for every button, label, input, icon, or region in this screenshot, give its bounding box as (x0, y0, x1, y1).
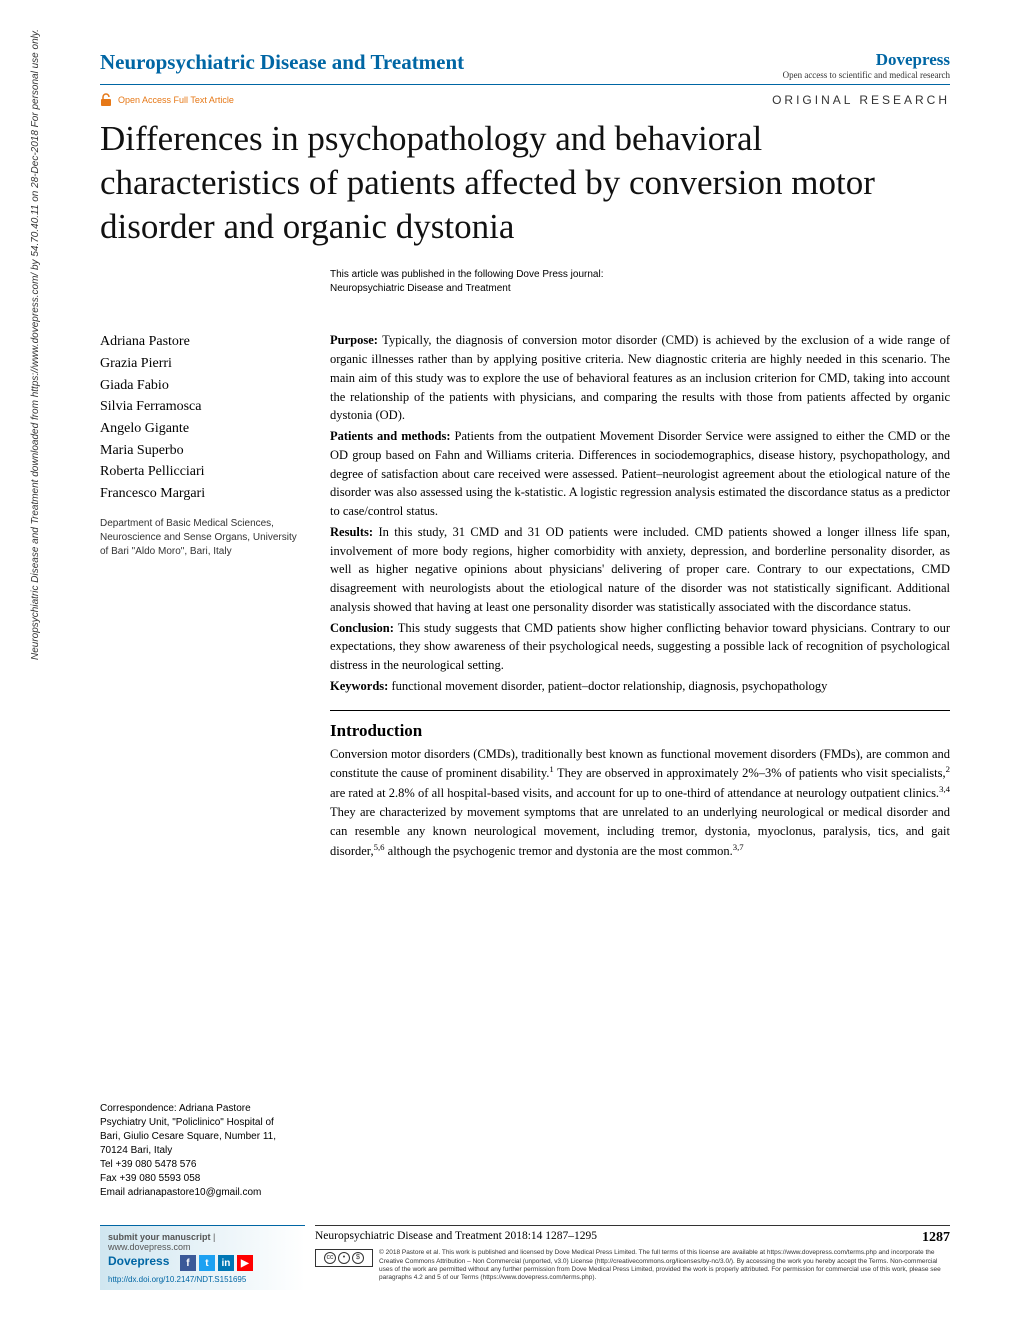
submit-panel: submit your manuscript | www.dovepress.c… (100, 1225, 305, 1290)
citation-text: Neuropsychiatric Disease and Treatment 2… (315, 1230, 597, 1246)
license-row: cc•$ © 2018 Pastore et al. This work is … (315, 1249, 950, 1282)
correspondence-line: Bari, Giulio Cesare Square, Number 11, (100, 1130, 305, 1144)
correspondence-line: Tel +39 080 5478 576 (100, 1158, 305, 1172)
correspondence-line: Email adrianapastore10@gmail.com (100, 1186, 305, 1200)
author-list: Adriana Pastore Grazia Pierri Giada Fabi… (100, 331, 305, 505)
cc-badge-icon: cc•$ (315, 1249, 373, 1267)
social-icons: f t in ▶ (180, 1255, 253, 1271)
publication-note-line1: This article was published in the follow… (330, 268, 950, 282)
open-access-label: Open Access Full Text Article (118, 95, 234, 105)
license-text: © 2018 Pastore et al. This work is publi… (379, 1249, 950, 1282)
publication-note-line2: Neuropsychiatric Disease and Treatment (330, 282, 950, 296)
brand-tagline: Open access to scientific and medical re… (783, 70, 950, 80)
open-access-badge: Open Access Full Text Article (100, 93, 234, 107)
citation-row: Neuropsychiatric Disease and Treatment 2… (315, 1230, 950, 1246)
correspondence-block: Correspondence: Adriana Pastore Psychiat… (100, 1102, 305, 1200)
author: Roberta Pellicciari (100, 461, 305, 483)
footer-brand: Dovepress (108, 1254, 169, 1268)
download-attribution: Neuropsychiatric Disease and Treatment d… (30, 29, 41, 660)
keywords-label: Keywords: (330, 679, 388, 693)
submit-label: submit your manuscript | www.dovepress.c… (108, 1232, 215, 1252)
results-label: Results: (330, 525, 373, 539)
author: Maria Superbo (100, 440, 305, 462)
methods-label: Patients and methods: (330, 429, 451, 443)
introduction-heading: Introduction (330, 721, 950, 741)
author: Angelo Gigante (100, 418, 305, 440)
author: Grazia Pierri (100, 353, 305, 375)
conclusion-text: This study suggests that CMD patients sh… (330, 621, 950, 673)
keywords-text: functional movement disorder, patient–do… (388, 679, 827, 693)
correspondence-line: Psychiatry Unit, "Policlinico" Hospital … (100, 1116, 305, 1130)
author: Francesco Margari (100, 483, 305, 505)
purpose-label: Purpose: (330, 333, 378, 347)
author: Adriana Pastore (100, 331, 305, 353)
correspondence-label: Correspondence: Adriana Pastore (100, 1102, 305, 1116)
brand-name: Dovepress (783, 50, 950, 70)
twitter-icon[interactable]: t (199, 1255, 215, 1271)
page-number: 1287 (922, 1230, 950, 1246)
abstract: Purpose: Typically, the diagnosis of con… (330, 331, 950, 695)
page-footer: submit your manuscript | www.dovepress.c… (100, 1225, 950, 1290)
header-row: Neuropsychiatric Disease and Treatment D… (100, 50, 950, 85)
results-text: In this study, 31 CMD and 31 OD patients… (330, 525, 950, 614)
access-row: Open Access Full Text Article ORIGINAL R… (100, 93, 950, 107)
page-content: Neuropsychiatric Disease and Treatment D… (0, 0, 1020, 860)
article-type: ORIGINAL RESEARCH (772, 93, 950, 107)
publisher-brand: Dovepress Open access to scientific and … (783, 50, 950, 80)
abstract-column: Purpose: Typically, the diagnosis of con… (330, 331, 950, 860)
main-columns: Adriana Pastore Grazia Pierri Giada Fabi… (100, 331, 950, 860)
facebook-icon[interactable]: f (180, 1255, 196, 1271)
correspondence-line: Fax +39 080 5593 058 (100, 1172, 305, 1186)
youtube-icon[interactable]: ▶ (237, 1255, 253, 1271)
correspondence-line: 70124 Bari, Italy (100, 1144, 305, 1158)
section-rule (330, 710, 950, 711)
authors-column: Adriana Pastore Grazia Pierri Giada Fabi… (100, 331, 305, 860)
open-lock-icon (100, 93, 112, 107)
article-title: Differences in psychopathology and behav… (100, 117, 950, 248)
doi-link[interactable]: http://dx.doi.org/10.2147/NDT.S151695 (108, 1275, 297, 1284)
journal-title: Neuropsychiatric Disease and Treatment (100, 50, 464, 75)
author: Giada Fabio (100, 375, 305, 397)
citation-panel: Neuropsychiatric Disease and Treatment 2… (315, 1225, 950, 1290)
introduction-body: Conversion motor disorders (CMDs), tradi… (330, 745, 950, 861)
publication-note: This article was published in the follow… (330, 268, 950, 296)
conclusion-label: Conclusion: (330, 621, 394, 635)
purpose-text: Typically, the diagnosis of conversion m… (330, 333, 950, 422)
author: Silvia Ferramosca (100, 396, 305, 418)
linkedin-icon[interactable]: in (218, 1255, 234, 1271)
affiliation: Department of Basic Medical Sciences, Ne… (100, 517, 305, 559)
